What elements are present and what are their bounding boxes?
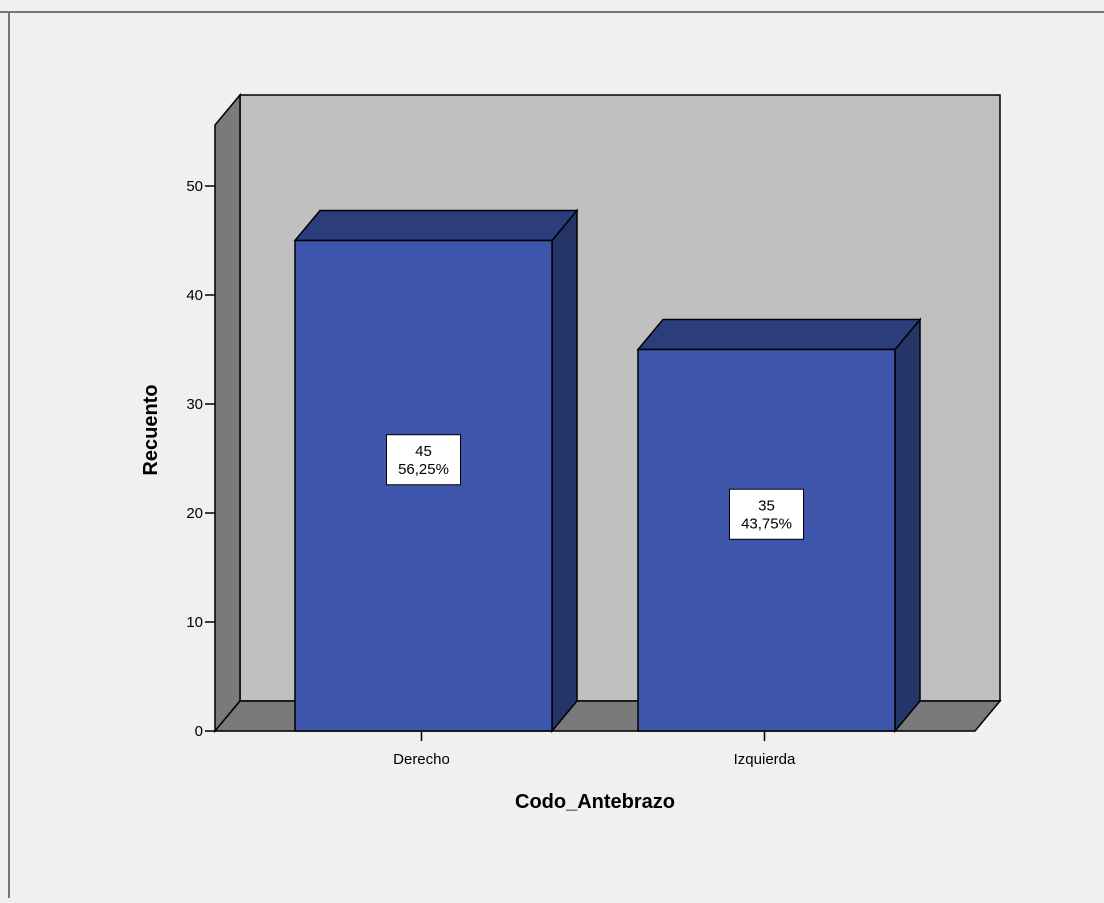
y-axis-label: Recuento bbox=[140, 384, 162, 475]
x-tick-label: Derecho bbox=[393, 751, 450, 768]
bar-side bbox=[894, 317, 921, 734]
y-tick-label: 20 bbox=[186, 505, 203, 522]
data-label-count: 45 bbox=[415, 443, 432, 460]
x-tick-label: Izquierda bbox=[734, 751, 796, 768]
bar-front bbox=[637, 348, 896, 732]
y-tick-label: 10 bbox=[186, 614, 203, 631]
bar-front bbox=[294, 239, 553, 732]
y-tick-label: 40 bbox=[186, 287, 203, 304]
side-wall bbox=[214, 92, 241, 734]
data-label-box bbox=[386, 434, 461, 486]
bar-top bbox=[293, 209, 579, 242]
y-tick-label: 50 bbox=[186, 178, 203, 195]
data-label-percent: 56,25% bbox=[398, 461, 449, 478]
x-axis-label: Codo_Antebrazo bbox=[515, 791, 675, 813]
x-axis: Derecho Izquierda bbox=[393, 731, 796, 768]
data-label-percent: 43,75% bbox=[741, 515, 792, 532]
data-label-count: 35 bbox=[758, 497, 775, 514]
bar-top bbox=[636, 318, 922, 351]
y-tick-label: 0 bbox=[195, 723, 203, 740]
y-tick-label: 30 bbox=[186, 396, 203, 413]
bar-side bbox=[551, 208, 578, 734]
y-axis: 0 10 20 30 40 50 bbox=[186, 178, 215, 740]
data-label-box bbox=[729, 488, 804, 540]
